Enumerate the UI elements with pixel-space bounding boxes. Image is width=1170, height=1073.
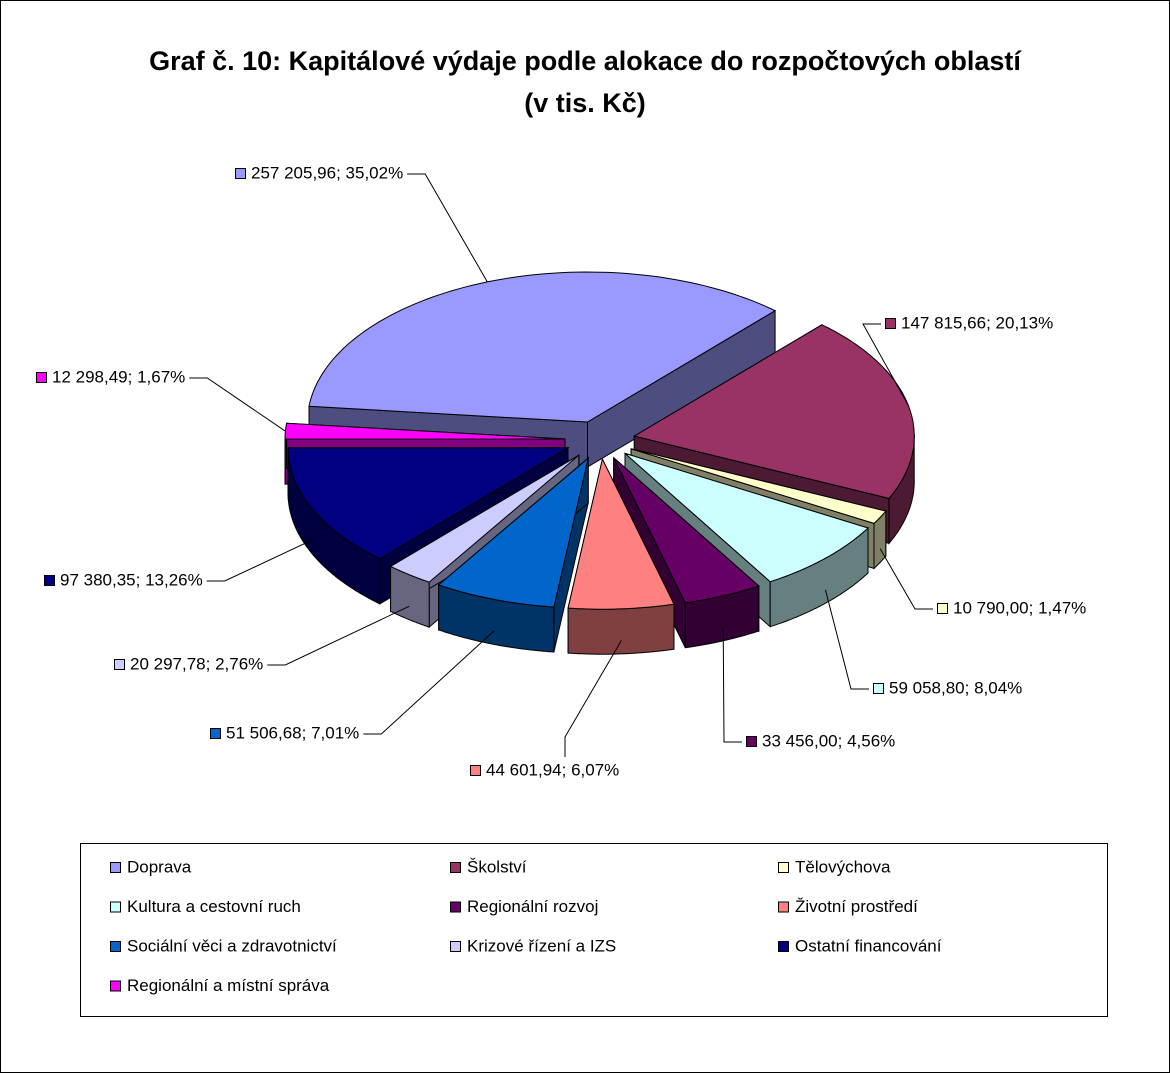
legend-label: Ostatní financování (795, 936, 942, 955)
label-key (885, 318, 896, 329)
legend-key (450, 901, 461, 913)
leader-line (267, 605, 410, 666)
legend-label: Doprava (127, 857, 192, 876)
label-key (210, 728, 221, 739)
legend-key (778, 941, 789, 952)
legend-label: Životní prostředí (795, 897, 918, 916)
slice (567, 457, 675, 610)
leader-line (824, 589, 869, 690)
slice (630, 448, 887, 524)
data-label: 12 298,49; 1,67% (52, 367, 185, 386)
label-key (235, 168, 246, 179)
legend-label: Regionální a místní správa (127, 976, 330, 995)
slice (389, 454, 580, 583)
label-key (937, 603, 948, 614)
data-label: 51 506,68; 7,01% (226, 723, 359, 742)
data-label: 147 815,66; 20,13% (901, 313, 1053, 332)
label-key (44, 575, 55, 586)
leader-line (363, 630, 495, 735)
legend-box (80, 843, 1108, 1017)
legend-label: Školství (467, 857, 527, 876)
leader-line (206, 539, 313, 582)
label-key (873, 683, 884, 694)
data-label: 59 058,80; 8,04% (889, 678, 1022, 697)
label-key (36, 372, 47, 383)
leader-line (879, 548, 933, 610)
label-key (114, 659, 125, 670)
data-label: 33 456,00; 4,56% (762, 731, 895, 750)
leader-line (407, 173, 488, 283)
legend-label: Krizové řízení a IZS (467, 936, 616, 955)
data-label: 257 205,96; 35,02% (251, 163, 403, 182)
leader-line (189, 377, 286, 432)
legend-key (110, 941, 121, 952)
leader-line (564, 640, 622, 757)
legend-key (450, 862, 461, 873)
legend-key (110, 980, 121, 992)
legend-label: Tělovýchova (795, 857, 891, 876)
slice (287, 447, 570, 560)
data-label: 97 380,35; 13,26% (60, 570, 203, 589)
slice (624, 452, 869, 583)
slice (613, 457, 760, 604)
legend-key (110, 901, 121, 913)
legend-label: Kultura a cestovní ruch (127, 897, 301, 916)
leader-line (722, 627, 742, 743)
data-label: 44 601,94; 6,07% (486, 760, 619, 779)
leader-line (862, 323, 909, 406)
legend-label: Regionální rozvoj (467, 897, 598, 916)
legend-label: Sociální věci a zdravotnictví (127, 936, 337, 955)
slice (437, 456, 590, 608)
label-key (470, 765, 481, 776)
legend-key (778, 862, 789, 873)
slice-wall (567, 603, 675, 655)
data-label: 10 790,00; 1,47% (953, 598, 1086, 617)
data-label: 20 297,78; 2,76% (130, 654, 263, 673)
legend-key (778, 901, 789, 913)
legend-key (450, 941, 461, 952)
label-key (746, 736, 757, 747)
legend-key (110, 862, 121, 873)
chart-title: Graf č. 10: Kapitálové výdaje podle alok… (149, 46, 1021, 118)
